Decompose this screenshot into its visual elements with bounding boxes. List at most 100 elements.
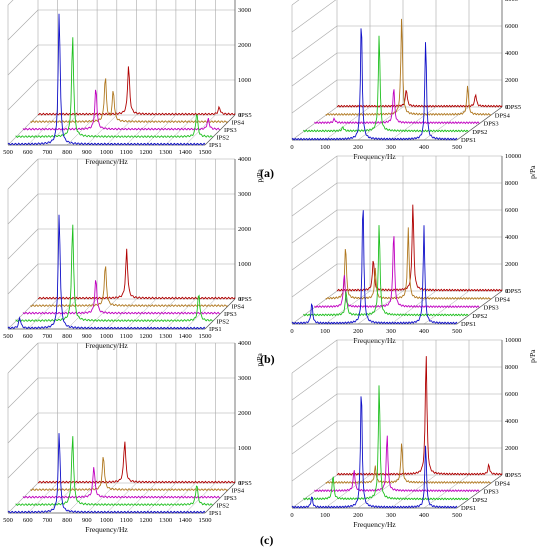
- z-tick-label: 4000: [505, 234, 518, 241]
- series-line-dps2: [303, 385, 469, 501]
- z-tick-label: 0: [238, 480, 241, 487]
- series-line-dps3: [314, 236, 480, 309]
- x-tick-label: 0: [290, 144, 293, 151]
- z-tick-label: 2000: [505, 445, 518, 452]
- series-label: DPS3: [484, 305, 499, 312]
- z-tick-label: 8000: [505, 364, 518, 371]
- z-tick-label: 0: [238, 112, 241, 119]
- x-tick-label: 500: [452, 144, 462, 151]
- x-tick-label: 1100: [120, 517, 133, 524]
- x-tick-label: 1500: [199, 517, 212, 524]
- x-tick-label: 1300: [159, 149, 172, 156]
- z-axis-label: p/Pa: [255, 168, 264, 182]
- z-tick-label: 6000: [505, 391, 518, 398]
- series-line-dps4: [325, 18, 492, 116]
- z-tick-label: 4000: [505, 50, 518, 57]
- series-label: DPS5: [506, 104, 521, 111]
- x-tick-label: 1500: [199, 149, 212, 156]
- series-label: IPS1: [209, 326, 222, 333]
- series-label: IPS2: [217, 319, 230, 326]
- x-tick-label: 100: [320, 144, 330, 151]
- series-line-ips4: [30, 78, 228, 124]
- series-line-dps4: [325, 227, 492, 300]
- x-tick-label: 1400: [179, 333, 192, 340]
- z-tick-label: 0: [505, 104, 508, 111]
- x-tick-label: 1000: [100, 149, 113, 156]
- z-tick-label: 3000: [238, 7, 251, 14]
- grid: [7, 342, 236, 514]
- x-tick-label: 400: [419, 144, 429, 151]
- series-line-ips4: [30, 266, 228, 308]
- z-tick-label: 4000: [238, 340, 251, 347]
- series-label: IPS4: [232, 488, 245, 495]
- series-line-dps1: [291, 210, 458, 325]
- x-tick-label: 100: [320, 328, 330, 335]
- z-tick-label: 10000: [505, 337, 521, 344]
- x-tick-label: 500: [452, 328, 462, 335]
- x-axis-label: Frequency/Hz: [85, 157, 128, 166]
- z-tick-label: 4000: [238, 156, 251, 163]
- series-label: IPS5: [239, 112, 252, 119]
- series-label: DPS4: [495, 296, 511, 303]
- x-tick-label: 300: [386, 328, 396, 335]
- z-tick-label: 6000: [505, 207, 518, 214]
- x-tick-label: 400: [419, 328, 429, 335]
- x-tick-label: 0: [290, 328, 293, 335]
- x-tick-label: 1000: [100, 333, 113, 340]
- series-label: IPS3: [224, 127, 237, 134]
- z-tick-label: 3000: [238, 191, 251, 198]
- series-line-ips2: [15, 37, 213, 139]
- x-tick-label: 900: [82, 149, 92, 156]
- x-tick-label: 800: [62, 333, 72, 340]
- series-label: IPS1: [209, 510, 222, 517]
- series-label: IPS1: [209, 142, 222, 149]
- series-line-dps2: [303, 35, 469, 133]
- grid: [291, 155, 503, 325]
- series-label: DPS4: [495, 112, 511, 119]
- x-tick-label: 300: [386, 144, 396, 151]
- x-tick-label: 1000: [100, 517, 113, 524]
- series-line-ips2: [15, 436, 213, 507]
- chart-a-left: IPS5 IPS4 IPS3 IPS2 IPS1 500 600 700 800 900 1000 1…: [0, 0, 272, 166]
- chart-c-right: DPS5 DPS4 DPS3 DPS2 DPS1 0 100 200 300 400 500 0 200…: [272, 337, 544, 533]
- series-label: IPS2: [217, 503, 230, 510]
- x-tick-label: 1100: [120, 149, 133, 156]
- series-line-ips2: [15, 224, 213, 323]
- z-tick-label: 2000: [238, 42, 251, 49]
- x-tick-label: 1200: [139, 149, 152, 156]
- caption-b: (b): [260, 352, 275, 366]
- series-label: IPS4: [232, 120, 245, 127]
- series-line-dps3: [314, 89, 480, 125]
- z-tick-label: 2000: [238, 226, 251, 233]
- z-tick-label: 6000: [505, 23, 518, 30]
- series-line-ips1: [7, 433, 206, 514]
- series-label: IPS5: [239, 480, 252, 487]
- series-label: DPS1: [461, 505, 476, 512]
- chart-b-left: IPS5 IPS4 IPS3 IPS2 IPS1 500 600 700 800 900 1000 1…: [0, 156, 272, 350]
- series-line-ips4: [30, 457, 228, 492]
- x-axis-label: Frequency/Hz: [353, 520, 396, 529]
- series-label: DPS2: [472, 313, 487, 320]
- x-tick-label: 0: [290, 512, 293, 519]
- z-tick-label: 3000: [238, 375, 251, 382]
- z-tick-label: 2000: [238, 410, 251, 417]
- series-line-ips1: [7, 214, 206, 330]
- series-line-ips1: [7, 13, 206, 146]
- x-tick-label: 700: [43, 333, 53, 340]
- z-axis-label: p/Pa: [528, 349, 537, 363]
- x-tick-label: 700: [43, 517, 53, 524]
- z-tick-label: 0: [238, 296, 241, 303]
- grid: [7, 0, 236, 146]
- series-line-ips5: [37, 66, 236, 116]
- x-tick-label: 1400: [179, 517, 192, 524]
- z-tick-label: 0: [505, 288, 508, 295]
- chart-b-right: DPS5 DPS4 DPS3 DPS2 DPS1 0 100 200 300 400 500 0 200…: [272, 153, 544, 349]
- x-tick-label: 600: [23, 517, 33, 524]
- x-tick-label: 700: [43, 149, 53, 156]
- grid: [7, 158, 236, 330]
- x-tick-label: 200: [353, 512, 363, 519]
